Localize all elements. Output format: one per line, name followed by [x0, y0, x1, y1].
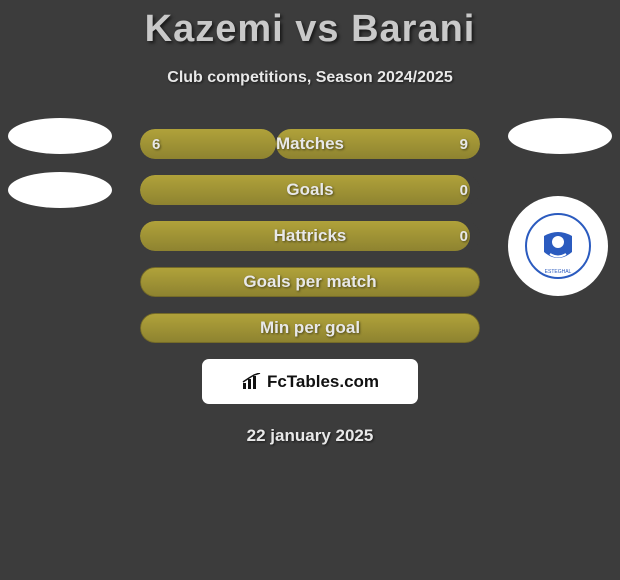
- bar-goals-per-match: Goals per match: [140, 267, 480, 297]
- bar-right-value: 0: [460, 221, 468, 251]
- date-line: 22 january 2025: [0, 426, 620, 446]
- bar-right-value: 9: [460, 129, 468, 159]
- bar-label: Goals per match: [140, 267, 480, 297]
- player-avatar-placeholder: [8, 118, 112, 154]
- brand-text: FcTables.com: [241, 372, 379, 392]
- brand-box[interactable]: FcTables.com: [202, 359, 418, 404]
- bar-matches: 6 Matches 9: [140, 129, 480, 159]
- bar-hattricks: Hattricks 0: [140, 221, 480, 251]
- left-player-avatars: [8, 118, 112, 226]
- subtitle: Club competitions, Season 2024/2025: [0, 69, 620, 87]
- chart-icon: [241, 373, 263, 391]
- bar-label: Min per goal: [140, 313, 480, 343]
- player-avatar-placeholder: [8, 172, 112, 208]
- bar-label: Matches: [140, 129, 480, 159]
- player-avatar-placeholder: [508, 118, 612, 154]
- page-title: Kazemi vs Barani: [0, 0, 620, 51]
- bar-right-value: 0: [460, 175, 468, 205]
- right-player-avatars: ESTEGHAL: [508, 118, 612, 296]
- bar-min-per-goal: Min per goal: [140, 313, 480, 343]
- club-badge: ESTEGHAL: [508, 196, 608, 296]
- bar-goals: Goals 0: [140, 175, 480, 205]
- bar-label: Goals: [140, 175, 480, 205]
- svg-text:ESTEGHAL: ESTEGHAL: [545, 269, 572, 275]
- club-crest-icon: ESTEGHAL: [524, 212, 592, 280]
- bar-label: Hattricks: [140, 221, 480, 251]
- brand-label: FcTables.com: [267, 372, 379, 392]
- comparison-bars: 6 Matches 9 Goals 0 Hattricks 0 Goals pe…: [140, 129, 480, 343]
